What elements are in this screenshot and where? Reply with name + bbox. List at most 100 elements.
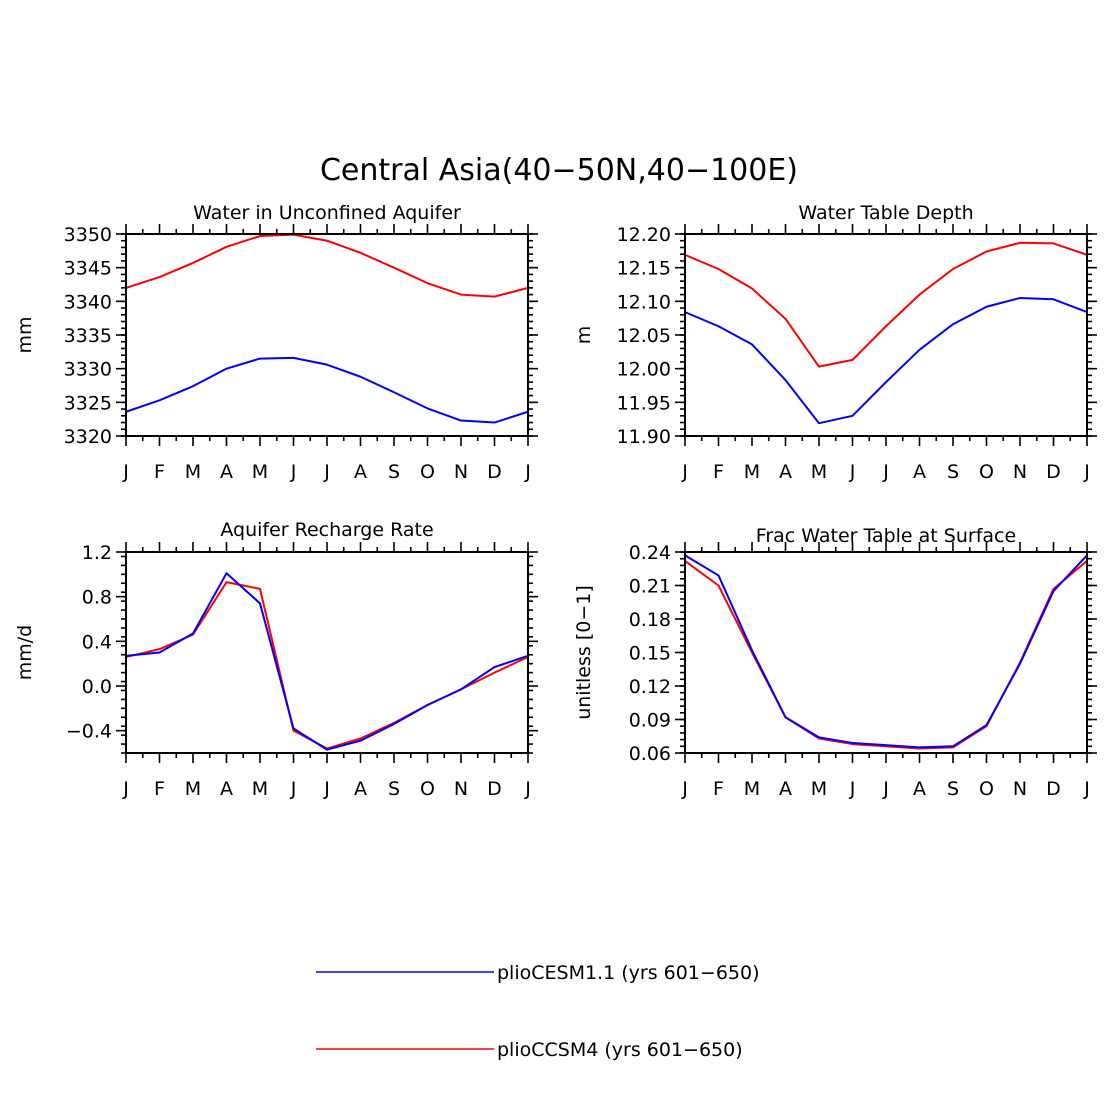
x-tick-label: N (454, 461, 468, 483)
y-axis-label: unitless [0−1] (573, 585, 595, 720)
x-tick-label: J (323, 461, 330, 483)
x-tick-label: O (420, 461, 435, 483)
plot-frame (684, 233, 1088, 437)
y-tick-label: 3335 (64, 325, 112, 347)
x-tick-label: F (154, 461, 165, 483)
y-tick-label: 12.15 (617, 258, 671, 280)
y-tick-label: 3325 (64, 392, 112, 414)
x-tick-label: M (811, 461, 827, 483)
x-tick-label: D (1046, 778, 1061, 800)
y-tick-label: 0.21 (629, 576, 671, 598)
x-tick-label: M (744, 778, 760, 800)
x-tick-label: N (454, 778, 468, 800)
x-tick-label: A (220, 778, 233, 800)
y-tick-label: 1.2 (82, 542, 112, 564)
panel-title: Aquifer Recharge Rate (220, 519, 433, 541)
x-tick-label: J (290, 778, 297, 800)
x-tick-label: J (1083, 461, 1090, 483)
panel-title: Water Table Depth (798, 202, 973, 224)
panel-title: Frac Water Table at Surface (756, 525, 1016, 547)
y-tick-label: −0.4 (66, 721, 112, 743)
x-tick-label: O (420, 778, 435, 800)
y-tick-label: 3340 (64, 291, 112, 313)
plot-frame (125, 233, 529, 437)
x-tick-label: A (913, 461, 926, 483)
series-line-plioccsm (684, 560, 1088, 750)
y-tick-label: 3320 (64, 426, 112, 448)
x-tick-label: J (323, 778, 330, 800)
x-tick-label: J (882, 778, 889, 800)
x-tick-label: S (947, 778, 959, 800)
x-tick-label: M (252, 778, 268, 800)
x-tick-label: J (524, 461, 531, 483)
series-line-pliocesm (125, 572, 529, 751)
x-tick-label: J (122, 461, 129, 483)
legend-label-cesm: plioCESM1.1 (yrs 601−650) (497, 962, 760, 984)
x-tick-label: J (122, 778, 129, 800)
y-tick-label: 3330 (64, 359, 112, 381)
y-tick-label: 12.20 (617, 224, 671, 246)
x-tick-label: A (779, 461, 792, 483)
x-tick-label: M (744, 461, 760, 483)
x-tick-label: S (388, 461, 400, 483)
y-tick-label: 12.00 (617, 359, 671, 381)
x-tick-label: A (354, 461, 367, 483)
x-tick-label: A (779, 778, 792, 800)
x-tick-label: D (487, 461, 502, 483)
y-tick-label: 11.95 (617, 392, 671, 414)
y-tick-label: 0.24 (629, 542, 671, 564)
x-tick-label: J (290, 461, 297, 483)
y-tick-label: 3350 (64, 224, 112, 246)
y-axis-label: mm (14, 316, 36, 353)
x-tick-label: J (524, 778, 531, 800)
x-tick-label: J (681, 461, 688, 483)
y-tick-label: 12.10 (617, 291, 671, 313)
x-tick-label: J (681, 778, 688, 800)
series-line-plioccsm (125, 581, 529, 750)
x-tick-label: O (979, 461, 994, 483)
y-tick-label: 0.8 (82, 587, 112, 609)
x-tick-label: J (882, 461, 889, 483)
panel-frac-water-table-at-surface: Frac Water Table at Surface unitless [0−1… (573, 525, 1097, 800)
x-tick-label: S (388, 778, 400, 800)
series-line-plioccsm (684, 241, 1088, 368)
y-tick-label: 3345 (64, 258, 112, 280)
plot-frame (125, 551, 529, 754)
legend: plioCESM1.1 (yrs 601−650) plioCCSM4 (yrs… (316, 962, 760, 1061)
x-tick-label: M (252, 461, 268, 483)
x-tick-label: S (947, 461, 959, 483)
x-tick-label: N (1013, 461, 1027, 483)
x-tick-label: M (185, 461, 201, 483)
y-tick-label: 0.06 (629, 743, 671, 765)
x-tick-label: J (849, 461, 856, 483)
x-tick-label: N (1013, 778, 1027, 800)
y-axis-label: m (573, 326, 595, 345)
y-tick-label: 0.12 (629, 676, 671, 698)
x-tick-label: F (713, 461, 724, 483)
x-tick-label: M (811, 778, 827, 800)
x-tick-label: J (1083, 778, 1090, 800)
x-tick-label: F (713, 778, 724, 800)
series-line-pliocesm (684, 296, 1088, 425)
x-tick-label: A (354, 778, 367, 800)
plot-frame (684, 551, 1088, 754)
x-tick-label: A (913, 778, 926, 800)
x-tick-label: O (979, 778, 994, 800)
x-tick-label: D (487, 778, 502, 800)
legend-label-ccsm: plioCCSM4 (yrs 601−650) (497, 1039, 743, 1061)
y-tick-label: 12.05 (617, 325, 671, 347)
series-line-pliocesm (125, 356, 529, 424)
y-tick-label: 0.09 (629, 710, 671, 732)
x-tick-label: F (154, 778, 165, 800)
y-tick-label: 0.4 (82, 631, 112, 653)
x-tick-label: D (1046, 461, 1061, 483)
y-tick-label: 0.0 (82, 676, 112, 698)
series-line-plioccsm (125, 233, 529, 298)
panel-title: Water in Unconfined Aquifer (193, 202, 461, 224)
y-axis-label: mm/d (14, 625, 36, 680)
y-tick-label: 0.18 (629, 609, 671, 631)
